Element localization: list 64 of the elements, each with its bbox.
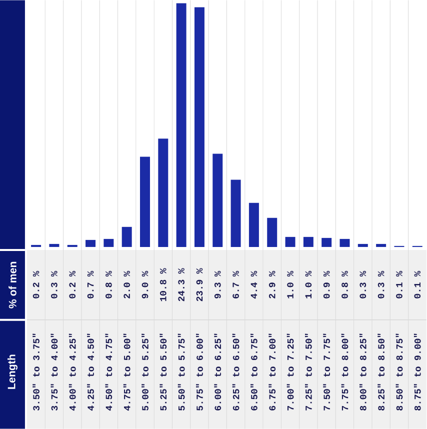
x-tick-label: 6.75" to 7.00" bbox=[268, 334, 276, 410]
x-tick-label: 8.50" to 8.75" bbox=[396, 334, 403, 410]
x-tick-label: 5.00" to 5.25" bbox=[142, 334, 149, 410]
x-tick-label: 8.75" to 9.00" bbox=[414, 334, 421, 410]
data-label: 2.9 % bbox=[269, 270, 276, 298]
x-tick-label: 4.75" to 5.00" bbox=[124, 334, 130, 411]
data-label: 0.1 % bbox=[396, 270, 403, 298]
x-tick-label: 8.25" to 8.50" bbox=[378, 334, 385, 410]
data-label: 0.9 % bbox=[324, 270, 330, 298]
bar bbox=[122, 226, 132, 247]
x-tick-label: 3.75" to 4.00" bbox=[50, 334, 58, 411]
bar bbox=[358, 244, 368, 247]
bar bbox=[158, 138, 168, 247]
bar bbox=[340, 238, 350, 247]
data-label: 0.3 % bbox=[360, 270, 366, 298]
x-tick-label: 4.00" to 4.25" bbox=[69, 334, 76, 411]
data-label: 0.8 % bbox=[106, 270, 112, 298]
bar bbox=[104, 238, 114, 247]
bar bbox=[267, 218, 278, 247]
x-tick-label: 5.50" to 5.75" bbox=[178, 334, 185, 410]
x-tick-label: 5.25" to 5.50" bbox=[160, 334, 167, 410]
bar bbox=[304, 236, 314, 247]
x-tick-label: 6.50" to 6.75" bbox=[250, 334, 258, 410]
data-label: 0.1 % bbox=[414, 270, 421, 298]
bar bbox=[140, 156, 150, 247]
x-tick-label: 6.25" to 6.50" bbox=[232, 334, 240, 410]
data-label: 9.0 % bbox=[142, 270, 148, 298]
x-tick-label: 7.00" to 7.25" bbox=[287, 334, 294, 410]
bar bbox=[86, 240, 96, 247]
text: Length bbox=[8, 354, 18, 389]
x-tick-label: 4.50" to 4.75" bbox=[105, 334, 112, 411]
bar bbox=[322, 238, 332, 247]
data-label: 6.7 % bbox=[232, 270, 240, 298]
x-tick-label: 6.00" to 6.25" bbox=[214, 334, 222, 410]
bar bbox=[212, 154, 223, 247]
data-label: 2.0 % bbox=[124, 270, 130, 298]
x-tick-label: 7.75" to 8.00" bbox=[341, 334, 348, 410]
data-label: 0.2 % bbox=[33, 270, 40, 298]
data-label: 23.9 % bbox=[196, 268, 203, 302]
data-label: 4.4 % bbox=[250, 270, 258, 299]
bar bbox=[285, 236, 296, 247]
x-tick-label: 5.75" to 6.00" bbox=[196, 334, 204, 410]
data-label: 10.8 % bbox=[160, 268, 166, 302]
bar bbox=[376, 244, 386, 247]
x-tick-label: 7.50" to 7.75" bbox=[323, 334, 330, 410]
x-tick-label: 4.25" to 4.50" bbox=[87, 334, 94, 411]
bar bbox=[230, 180, 241, 247]
y-axis-title: % of men bbox=[8, 262, 17, 308]
data-label: 1.0 % bbox=[305, 270, 312, 298]
data-label: 0.2 % bbox=[69, 270, 76, 298]
bar bbox=[49, 244, 60, 247]
data-label: 0.3 % bbox=[51, 270, 58, 298]
data-label: 9.3 % bbox=[214, 270, 221, 298]
data-label: 0.3 % bbox=[378, 270, 384, 298]
bar bbox=[249, 202, 260, 247]
bar bbox=[194, 7, 205, 247]
x-tick-label: 8.00" to 8.25" bbox=[360, 334, 366, 410]
data-label: 1.0 % bbox=[287, 270, 294, 298]
bar bbox=[176, 3, 186, 247]
x-tick-label: 3.50" to 3.75" bbox=[32, 334, 40, 411]
x-tick-label: 7.25" to 7.50" bbox=[305, 334, 312, 410]
data-label: 0.8 % bbox=[342, 270, 348, 298]
data-label: 24.3 % bbox=[178, 268, 185, 302]
data-label: 0.7 % bbox=[88, 270, 94, 298]
